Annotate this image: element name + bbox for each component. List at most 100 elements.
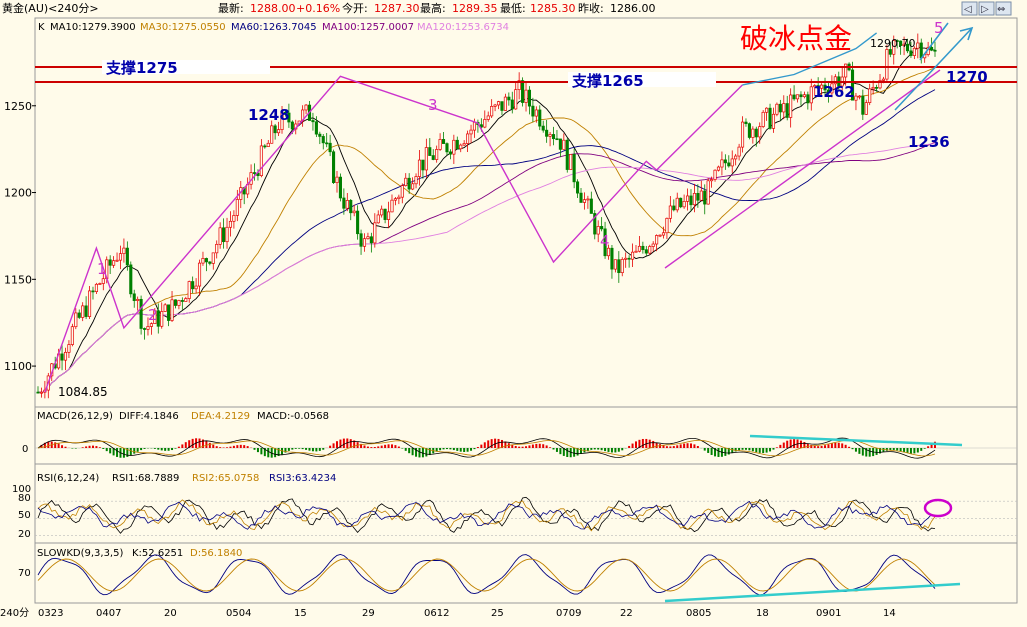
candle xyxy=(740,116,745,153)
candle xyxy=(541,120,545,133)
candle xyxy=(868,83,872,106)
nav-right-button[interactable]: ▷ xyxy=(978,1,995,16)
candle-body xyxy=(668,205,672,219)
candle xyxy=(359,229,363,255)
candle xyxy=(390,194,394,213)
svg-text:◁: ◁ xyxy=(964,4,972,15)
candle-body xyxy=(795,94,800,100)
candle xyxy=(610,244,614,279)
candle xyxy=(411,177,415,191)
candle xyxy=(225,217,229,249)
candle-body xyxy=(411,183,415,190)
candle-body xyxy=(459,144,463,150)
candle xyxy=(551,126,556,146)
candle-body xyxy=(380,208,384,216)
candle xyxy=(142,327,147,340)
candle-body xyxy=(101,278,105,284)
candle-body xyxy=(232,215,236,222)
candle-body xyxy=(620,259,624,274)
macd-dea-line xyxy=(37,439,936,457)
candle xyxy=(569,154,573,170)
candle xyxy=(180,297,184,310)
candle xyxy=(507,92,511,106)
candle-body xyxy=(558,138,562,150)
candle-body xyxy=(524,89,528,103)
candle-body xyxy=(899,40,903,46)
candle-body xyxy=(562,139,566,150)
candle-body xyxy=(146,326,150,330)
candle-body xyxy=(362,238,367,247)
candle-body xyxy=(132,293,136,301)
rsi-highlight-circle xyxy=(923,498,953,518)
candle xyxy=(304,103,308,115)
candle xyxy=(132,289,136,308)
candle xyxy=(448,149,452,160)
nav-left-button[interactable]: ◁ xyxy=(961,1,978,16)
candle xyxy=(744,118,748,127)
candle xyxy=(218,222,222,249)
candle xyxy=(314,116,318,138)
candle xyxy=(197,259,202,296)
candle xyxy=(820,83,824,98)
candle-body xyxy=(490,106,494,117)
candle xyxy=(173,299,178,309)
support-1275-label: 支撑1275 xyxy=(105,59,178,77)
candle xyxy=(538,105,542,131)
level-1236-label: 1236 xyxy=(908,133,950,151)
candle-body xyxy=(782,103,786,113)
candle-body xyxy=(881,78,885,81)
macd-diff-line xyxy=(37,437,936,459)
candle-body xyxy=(125,247,129,266)
candle-body xyxy=(854,95,858,101)
candle xyxy=(122,238,126,263)
candle-body xyxy=(765,107,769,113)
candle xyxy=(545,119,549,143)
rsi1-line xyxy=(37,496,936,534)
candle xyxy=(118,245,123,270)
candle xyxy=(376,210,380,224)
candle-body xyxy=(359,233,363,247)
candle xyxy=(699,180,703,201)
candle-body xyxy=(156,310,160,327)
candle xyxy=(593,210,597,240)
candle-body xyxy=(658,234,662,237)
candle xyxy=(710,176,714,188)
candle-body xyxy=(933,49,937,52)
kd-70-tick: 70 xyxy=(18,568,31,579)
candle-body xyxy=(820,84,824,89)
support-1265-label: 支撑1265 xyxy=(571,72,644,90)
candle xyxy=(101,271,105,291)
candle-body xyxy=(844,63,848,78)
price-tick-1150: 1150 xyxy=(4,273,32,286)
candle xyxy=(562,133,566,150)
candle xyxy=(668,196,672,223)
candle-body xyxy=(211,252,215,264)
candle-body xyxy=(686,195,690,202)
candle-body xyxy=(84,305,88,317)
candle xyxy=(283,110,287,117)
candle xyxy=(156,303,160,334)
candle-body xyxy=(139,298,143,329)
candle xyxy=(393,197,397,206)
candle xyxy=(112,256,116,269)
ma60-line xyxy=(38,89,936,393)
candle xyxy=(266,139,270,147)
ma10-line xyxy=(38,46,936,393)
prev-label: 昨收: xyxy=(578,1,604,15)
candle-body xyxy=(761,111,765,127)
nav-zoom-button[interactable]: ⇔ xyxy=(995,1,1012,16)
candle xyxy=(675,192,679,213)
candle-body xyxy=(593,213,597,235)
candle xyxy=(802,91,806,99)
candle-body xyxy=(424,147,428,171)
candle-body xyxy=(747,123,751,138)
candle-body xyxy=(455,139,459,150)
candle-body xyxy=(338,176,342,199)
candle-body xyxy=(496,101,501,106)
wave-5-label: 5 xyxy=(934,19,944,37)
candle-body xyxy=(163,304,167,312)
candle xyxy=(407,173,411,194)
candle-body xyxy=(885,49,889,80)
candle-body xyxy=(263,145,267,148)
candle xyxy=(211,252,215,270)
